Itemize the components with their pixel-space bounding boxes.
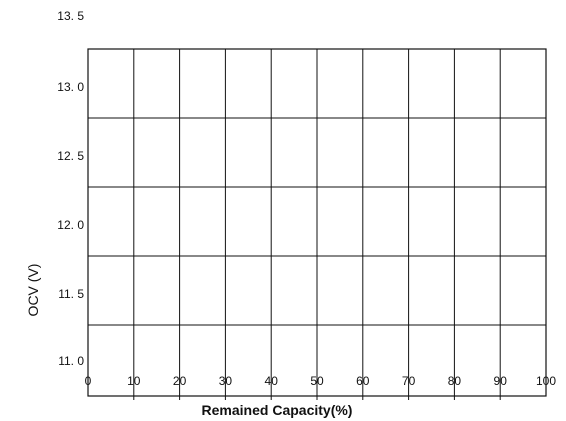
y-tick-label: 13. 0: [57, 80, 84, 94]
y-axis-title: OCV (V): [25, 264, 41, 317]
y-tick-label: 11. 5: [58, 287, 84, 301]
x-tick-label: 10: [127, 374, 141, 388]
x-tick-label: 60: [356, 374, 370, 388]
x-tick-label: 30: [219, 374, 233, 388]
x-tick-label: 70: [402, 374, 416, 388]
y-tick-label: 13. 5: [57, 9, 84, 23]
x-tick-label: 50: [310, 374, 324, 388]
y-tick-label: 11. 0: [58, 354, 84, 368]
x-tick-label: 0: [85, 374, 92, 388]
y-tick-labels: 11. 0 11. 5 12. 0 12. 5 13. 0 13. 5: [57, 9, 84, 368]
x-tick-label: 20: [173, 374, 187, 388]
x-axis-title: Remained Capacity(%): [202, 402, 353, 418]
y-tick-label: 12. 0: [57, 218, 84, 232]
plot-frame: [87, 48, 547, 397]
x-tick-label: 100: [536, 374, 556, 388]
x-tick-labels: 0 10 20 30 40 50 60 70 80 90 100: [85, 374, 557, 388]
x-tick-label: 90: [494, 374, 508, 388]
x-tick-label: 40: [265, 374, 279, 388]
x-tick-label: 80: [448, 374, 462, 388]
grid-lines: [88, 49, 546, 400]
y-tick-label: 12. 5: [57, 149, 84, 163]
